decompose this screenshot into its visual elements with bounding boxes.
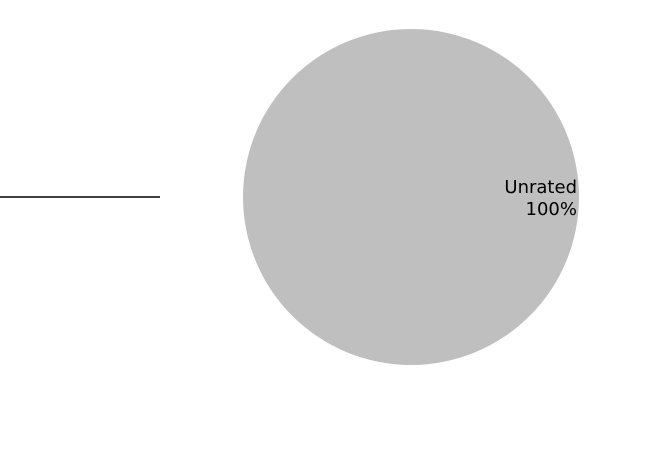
slice-label: Unrated	[504, 177, 577, 198]
slice-percent-label: 100%	[526, 199, 577, 220]
